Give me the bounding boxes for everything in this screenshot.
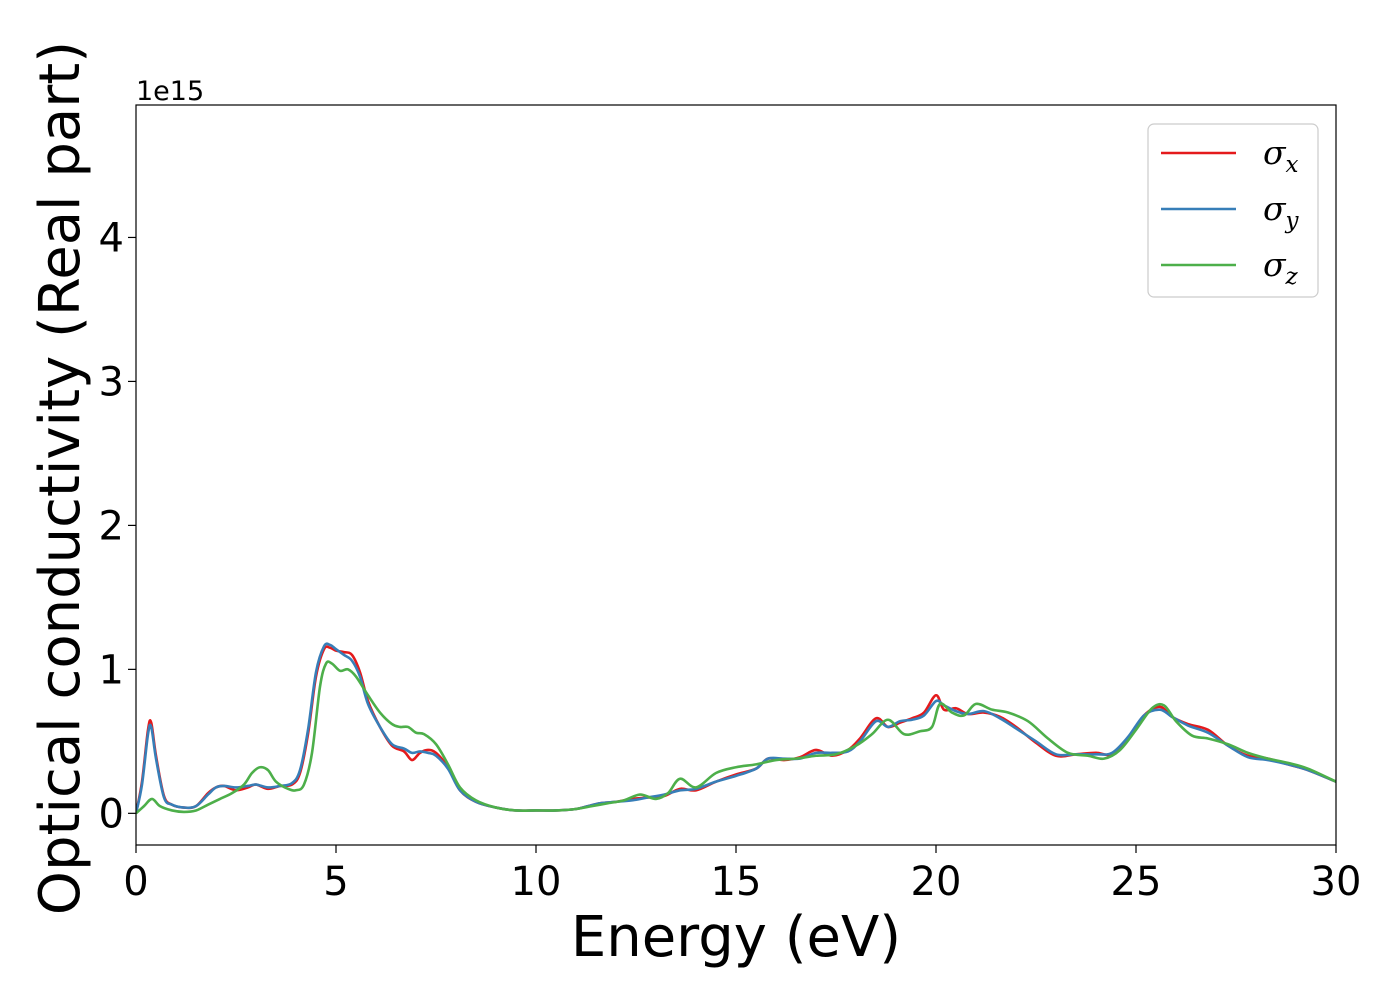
legend-label: σy [1263, 189, 1300, 234]
legend-entry-y: σy [1161, 189, 1300, 234]
y-tick-label: 4 [99, 215, 124, 261]
legend: σx σy σz [1147, 123, 1319, 298]
legend-label: σz [1263, 245, 1299, 290]
y-tick-label: 0 [99, 791, 124, 837]
series-line-z [136, 660, 1336, 815]
legend-entry-z: σz [1161, 245, 1299, 290]
x-tick-label: 30 [1311, 859, 1362, 905]
x-tick-label: 5 [323, 859, 348, 905]
y-axis-label: Optical conductivity (Real part) [28, 41, 93, 915]
legend-box [1147, 123, 1319, 298]
plot-area [136, 642, 1336, 815]
x-tick-label: 15 [711, 859, 762, 905]
y-tick-label: 3 [99, 359, 124, 405]
x-tick-label: 0 [123, 859, 148, 905]
y-axis: 0 1 2 3 4 [99, 215, 136, 837]
y-tick-label: 2 [99, 503, 124, 549]
y-tick-label: 1 [99, 647, 124, 693]
y-offset-label: 1e15 [136, 76, 204, 107]
x-tick-label: 20 [911, 859, 962, 905]
x-axis-label: Energy (eV) [571, 905, 901, 970]
legend-entry-x: σx [1161, 133, 1299, 178]
x-axis: 0 5 10 15 20 25 30 [123, 845, 1361, 905]
x-tick-label: 25 [1111, 859, 1162, 905]
legend-label: σx [1263, 133, 1299, 178]
x-tick-label: 10 [511, 859, 562, 905]
